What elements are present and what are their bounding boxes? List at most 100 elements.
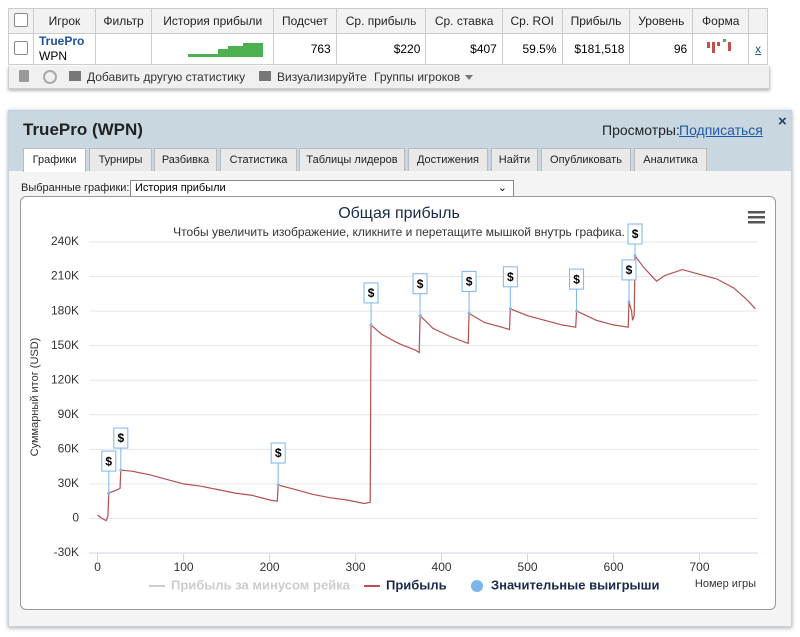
subscribe-link[interactable]: Подписаться: [679, 122, 763, 138]
x-tick-label: 200: [260, 560, 280, 574]
y-tick-label: 210K: [51, 269, 79, 283]
big-win-point: [276, 483, 280, 487]
tab[interactable]: Найти: [491, 148, 538, 171]
tab[interactable]: Турниры: [89, 148, 152, 171]
visualize[interactable]: Визуализируйте: [277, 70, 367, 84]
player-row: TruePro WPN 763 $220 $407 59.5% $181,518 …: [8, 33, 768, 65]
big-win-point: [119, 468, 123, 472]
flag-label: $: [275, 446, 282, 460]
big-win-point: [107, 491, 111, 495]
tab[interactable]: Аналитика: [634, 148, 707, 171]
flag-label: $: [368, 286, 375, 300]
flag-box: [412, 273, 428, 295]
avg-stake-cell: $407: [425, 33, 503, 65]
big-win-point: [418, 314, 422, 318]
flag-box: [101, 450, 117, 472]
trash-icon[interactable]: [19, 70, 29, 82]
tab[interactable]: Опубликовать: [541, 148, 631, 171]
stats-table: Игрок Фильтр История прибыли Подсчет Ср.…: [8, 8, 768, 65]
select-value: История прибыли: [135, 182, 226, 194]
flag-box: [461, 270, 477, 292]
col-header[interactable]: Ср. прибыль: [335, 8, 427, 34]
chart-select[interactable]: История прибыли ⌄: [130, 180, 514, 197]
avg-profit-cell: $220: [335, 33, 427, 65]
chart: Общая прибыль Чтобы увеличить изображени…: [29, 205, 765, 592]
form-icon: [706, 38, 731, 53]
remove-link[interactable]: x: [755, 42, 762, 56]
tab[interactable]: Достижения: [408, 148, 488, 171]
close-button[interactable]: ×: [778, 113, 787, 130]
player-cell: TruePro WPN: [33, 33, 96, 65]
chart-title: Общая прибыль: [338, 205, 460, 222]
y-tick-label: 30K: [58, 476, 79, 490]
flag-label: $: [507, 270, 514, 284]
flag-label: $: [632, 227, 639, 241]
col-header[interactable]: Прибыль: [561, 8, 631, 34]
tab[interactable]: Таблицы лидеров: [299, 148, 405, 171]
flag-box: [621, 259, 637, 281]
profit-cell: $181,518: [561, 33, 631, 65]
refresh-icon[interactable]: [43, 70, 57, 84]
y-tick-label: 240K: [51, 234, 79, 248]
remove-cell: x: [748, 33, 768, 65]
col-header[interactable]: Игрок: [33, 8, 96, 34]
flag-label: $: [626, 263, 633, 277]
form-cell: [692, 33, 750, 65]
x-tick-label: 100: [174, 560, 194, 574]
blank-header: [748, 8, 768, 34]
select-all[interactable]: [8, 8, 34, 34]
y-tick-label: 60K: [58, 442, 79, 456]
big-win-point: [633, 254, 637, 258]
tab[interactable]: Разбивка: [154, 148, 217, 171]
flag-box: [113, 427, 129, 449]
row-checkbox[interactable]: [8, 33, 34, 65]
profit-line: [97, 254, 756, 522]
flag-box: [627, 223, 643, 245]
count-cell: 763: [273, 33, 337, 65]
player-groups[interactable]: Группы игроков: [374, 70, 461, 84]
x-axis-label: Номер игры: [695, 578, 756, 590]
chart-box: Общая прибыль Чтобы увеличить изображени…: [20, 196, 776, 610]
legend-label[interactable]: Значительные выигрыши: [491, 577, 659, 592]
col-header[interactable]: Уровень: [629, 8, 694, 34]
col-header[interactable]: Подсчет: [273, 8, 337, 34]
flag-label: $: [466, 275, 473, 289]
legend-label[interactable]: Прибыль: [386, 577, 447, 592]
panel-title: TruePro (WPN): [23, 120, 143, 139]
flag-box: [569, 268, 585, 290]
y-tick-label: 120K: [51, 372, 79, 386]
col-header[interactable]: Ср. ставка: [425, 8, 503, 34]
player-link[interactable]: TruePro: [39, 34, 85, 48]
tab[interactable]: Графики: [23, 148, 86, 172]
big-win-point: [508, 307, 512, 311]
tab[interactable]: Статистика: [220, 148, 297, 171]
legend-symbol: [471, 580, 483, 592]
chart-subtitle: Чтобы увеличить изображение, кликните и …: [173, 225, 625, 239]
select-arrow: ⌄: [497, 182, 507, 194]
y-tick-label: 180K: [51, 303, 79, 317]
flag-box: [502, 266, 518, 288]
flag-box: [270, 442, 286, 464]
flag-label: $: [573, 272, 580, 286]
col-header[interactable]: Фильтр: [94, 8, 153, 34]
big-win-point: [369, 323, 373, 327]
add-stat[interactable]: Добавить другую статистику: [87, 70, 246, 84]
y-tick-label: 0: [72, 511, 79, 525]
x-tick-label: 400: [432, 560, 452, 574]
toolbar: Добавить другую статистику Визуализируйт…: [8, 66, 770, 89]
visualize-icon: [259, 71, 271, 81]
col-header[interactable]: История прибыли: [151, 8, 275, 34]
big-win-point: [575, 309, 579, 313]
legend-label[interactable]: Прибыль за минусом рейка: [171, 577, 351, 592]
flag-label: $: [117, 431, 124, 445]
panel-header: TruePro (WPN) Просмотры: Подписаться × Г…: [9, 111, 791, 172]
y-axis-label: Суммарный итог (USD): [29, 338, 41, 457]
col-header[interactable]: Форма: [692, 8, 750, 34]
col-header[interactable]: Ср. ROI: [501, 8, 563, 34]
filter-cell: [94, 33, 153, 65]
x-tick-label: 500: [518, 560, 538, 574]
x-tick-label: 300: [346, 560, 366, 574]
views-label: Просмотры:: [602, 122, 680, 138]
menu-icon[interactable]: [748, 211, 765, 224]
